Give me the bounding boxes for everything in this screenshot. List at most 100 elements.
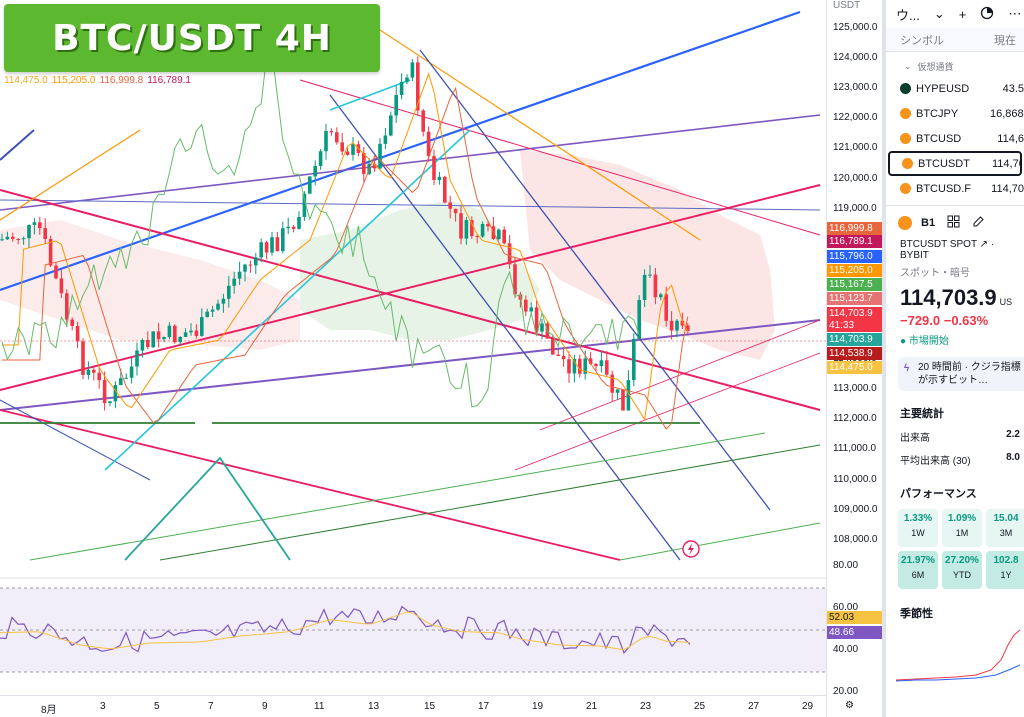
- candle-body: [254, 257, 258, 266]
- watchlist-symbol: HYPEUSD: [916, 82, 970, 95]
- candlestick-series[interactable]: [0, 56, 690, 411]
- news-card[interactable]: ϟ 20 時間前 · クジラ指標が示すビット…: [898, 357, 1024, 391]
- performance-cell[interactable]: 102.8 1Y: [986, 551, 1024, 589]
- trendline-pink-thin[interactable]: [299, 79, 821, 236]
- spot-label[interactable]: BTCUSDT SPOT: [900, 239, 977, 250]
- candle-body: [648, 274, 652, 276]
- gear-icon[interactable]: ⚙: [845, 700, 854, 711]
- price-chart[interactable]: [0, 0, 826, 695]
- trendline-blue-mid[interactable]: [0, 199, 821, 211]
- candle-body: [291, 226, 296, 229]
- performance-cell[interactable]: 21.97% 6M: [898, 551, 938, 589]
- column-last[interactable]: 現在: [994, 34, 1016, 47]
- candle-body: [70, 319, 74, 326]
- trendline-blue-left[interactable]: [0, 129, 35, 161]
- candle-body: [659, 294, 663, 298]
- watchlist-toolbar: ウ... ⌄ + ⋯: [886, 0, 1024, 28]
- chevron-down-icon[interactable]: ⌄: [933, 6, 945, 21]
- performance-cell[interactable]: 1.33% 1W: [898, 509, 938, 547]
- candle-body: [486, 223, 490, 227]
- add-symbol-button[interactable]: +: [958, 6, 967, 22]
- trendline-pink-right2[interactable]: [539, 319, 821, 431]
- watchlist-name[interactable]: ウ...: [896, 7, 920, 23]
- trendline-orange[interactable]: [379, 29, 701, 241]
- performance-value: 1.33%: [903, 513, 933, 524]
- news-flash-icon: ϟ: [904, 363, 910, 374]
- external-link-icon[interactable]: ↗ ·: [979, 239, 995, 250]
- candle-body: [669, 320, 674, 331]
- watchlist-row[interactable]: BTCUSDT 114,703: [888, 151, 1022, 176]
- trendline-pink-low[interactable]: [0, 409, 621, 561]
- trendline-green-3[interactable]: [619, 522, 821, 561]
- candle-body: [567, 359, 571, 374]
- candle-body: [529, 307, 533, 312]
- candle-body: [421, 110, 425, 132]
- trendline-pink-right1[interactable]: [514, 352, 821, 471]
- news-flash-icon[interactable]: [682, 540, 700, 558]
- edit-icon[interactable]: [972, 215, 985, 231]
- candle-body: [205, 311, 209, 318]
- seasonal-chart[interactable]: [886, 625, 1024, 685]
- candle-body: [21, 238, 26, 240]
- price-axis[interactable]: USDT 125,000.0 124,000.0 123,000.0 122,000.…: [826, 0, 883, 717]
- performance-cell[interactable]: 1.09% 1M: [942, 509, 982, 547]
- watchlist-symbol: BTCUSDT: [918, 157, 970, 170]
- trendline-green-1[interactable]: [29, 432, 766, 561]
- trendline-cyan-top[interactable]: [329, 79, 411, 111]
- candle-body: [675, 320, 679, 331]
- price-label: 114,538.9: [827, 347, 883, 360]
- stat-volume-label: 出来高: [900, 433, 930, 444]
- trendline-orange-left[interactable]: [0, 129, 141, 221]
- lagging-span: [1, 50, 640, 408]
- chart-pane[interactable]: BTC/USDT 4H 114,475.0 115,205.0 116,999.8 1…: [0, 0, 826, 717]
- trendline-green-2[interactable]: [159, 444, 821, 561]
- candle-body: [65, 293, 69, 320]
- indicator-value: 116,789.1: [147, 75, 191, 86]
- trendline-purple-upper[interactable]: [0, 114, 821, 211]
- trendline-purple-lower[interactable]: [0, 319, 821, 411]
- candle-body: [605, 360, 609, 375]
- trendline-blue-down2[interactable]: [419, 49, 771, 511]
- price-label: 115,123.7: [827, 292, 883, 305]
- watchlist-rows: HYPEUSD43.5BTCJPY16,868,6BTCUSD114,6BTCU…: [886, 76, 1024, 201]
- detail-symbol[interactable]: B1: [921, 216, 936, 229]
- candle-body: [221, 298, 226, 304]
- last-price-value: 114,703.9: [900, 285, 997, 310]
- candle-body: [54, 265, 58, 279]
- watchlist-row[interactable]: BTCUSD 114,6: [886, 126, 1024, 151]
- trendline-blue-down1[interactable]: [329, 94, 681, 561]
- chart-settings-icon[interactable]: [980, 6, 994, 23]
- candle-body: [372, 163, 377, 169]
- candle-body: [156, 331, 161, 340]
- candle-body: [81, 341, 85, 375]
- grid-icon[interactable]: [947, 215, 960, 231]
- moving-average-slow: [2, 86, 689, 430]
- price-tick: 112,000.0: [833, 413, 877, 425]
- candle-body: [151, 331, 155, 348]
- triangle-pattern[interactable]: [124, 456, 291, 561]
- watchlist-row[interactable]: HYPEUSD 43.5: [886, 76, 1024, 101]
- candle-body: [410, 62, 415, 78]
- candle-body: [405, 77, 409, 82]
- candle-body: [642, 274, 647, 300]
- candle-body: [281, 228, 285, 252]
- column-symbol[interactable]: シンボル: [900, 34, 944, 47]
- symbol-detail-toolbar: B1: [886, 205, 1024, 239]
- trendline-cyan[interactable]: [104, 129, 471, 471]
- watchlist-row[interactable]: BTCUSD.F 114,70: [886, 176, 1024, 201]
- performance-cell[interactable]: 15.04 3M: [986, 509, 1024, 547]
- candle-body: [561, 355, 566, 360]
- candle-body: [588, 358, 593, 364]
- candle-body: [48, 238, 53, 266]
- candle-body: [189, 330, 193, 333]
- time-axis[interactable]: 8月 3 5 7 9 11 13 15 17 19 21 23 25 27 29: [0, 695, 826, 717]
- more-options-icon[interactable]: ⋯: [1008, 6, 1022, 21]
- trendline-blue-up[interactable]: [0, 10, 801, 292]
- watchlist-row[interactable]: BTCJPY 16,868,6: [886, 101, 1024, 126]
- candle-body: [556, 354, 560, 356]
- trendline-blue-left2[interactable]: [0, 399, 151, 481]
- price-tick: 122,000.0: [833, 112, 878, 124]
- performance-cell[interactable]: 27.20% YTD: [942, 551, 982, 589]
- watchlist-group[interactable]: ⌄ 仮想通貨: [886, 56, 1024, 76]
- candle-body: [32, 222, 37, 225]
